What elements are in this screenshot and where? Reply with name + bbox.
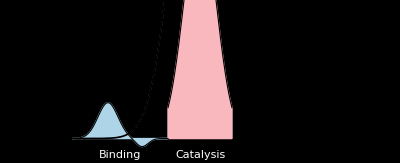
Text: Catalysis: Catalysis bbox=[175, 150, 225, 160]
Text: Binding: Binding bbox=[99, 150, 141, 160]
Polygon shape bbox=[168, 0, 232, 139]
Polygon shape bbox=[72, 103, 168, 147]
